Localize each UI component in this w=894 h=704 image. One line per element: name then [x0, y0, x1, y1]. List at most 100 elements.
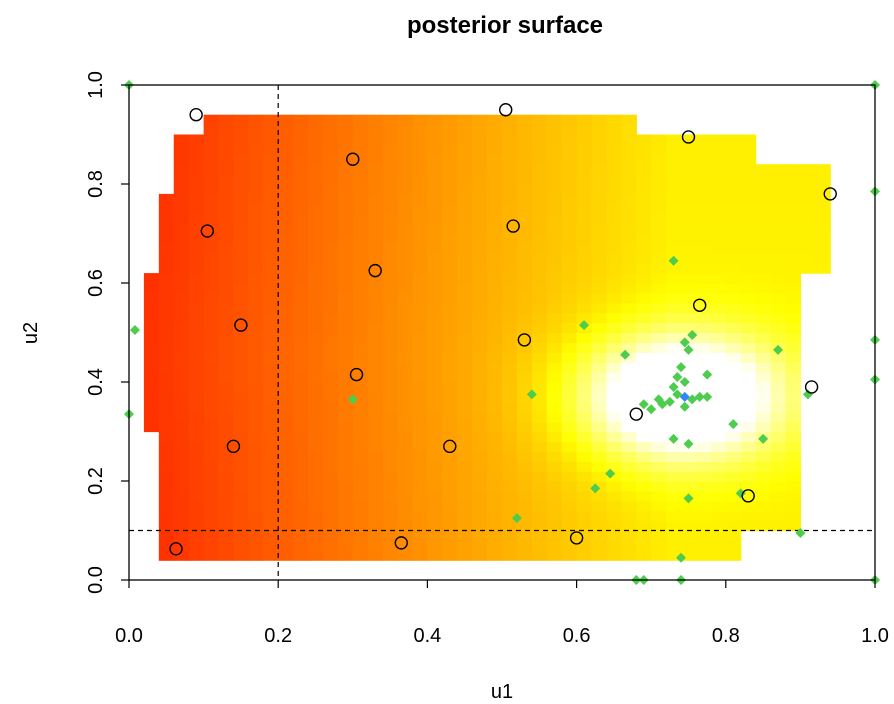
heatmap-cell	[770, 490, 787, 502]
heatmap-cell	[457, 164, 473, 175]
heatmap-cell	[233, 164, 249, 175]
heatmap-cell	[367, 372, 384, 383]
heatmap-cell	[725, 362, 742, 373]
diamond-point	[679, 401, 690, 412]
heatmap-cell	[546, 352, 563, 363]
heatmap-cell	[546, 471, 563, 482]
heatmap-cell	[442, 322, 458, 334]
heatmap-cell	[576, 124, 593, 136]
heatmap-cell	[725, 391, 742, 403]
heatmap-cell	[278, 213, 294, 225]
heatmap-cell	[308, 302, 324, 314]
heatmap-cell	[188, 352, 205, 363]
heatmap-cell	[785, 510, 801, 522]
heatmap-cell	[188, 500, 205, 512]
heatmap-cell	[203, 322, 220, 334]
heatmap-cell	[472, 540, 488, 551]
heatmap-cell	[173, 500, 190, 512]
heatmap-cell	[173, 520, 190, 532]
heatmap-cell	[725, 174, 742, 185]
heatmap-cell	[695, 461, 712, 472]
heatmap-cell	[442, 273, 458, 284]
heatmap-cell	[561, 144, 578, 155]
heatmap-cell	[293, 243, 309, 254]
heatmap-cell	[710, 322, 727, 334]
heatmap-cell	[233, 382, 249, 393]
heatmap-cell	[308, 471, 324, 482]
heatmap-cell	[606, 540, 622, 551]
heatmap-cell	[293, 372, 309, 383]
heatmap-cell	[382, 372, 399, 383]
heatmap-cell	[233, 292, 249, 304]
heatmap-cell	[606, 490, 622, 502]
heatmap-cell	[546, 233, 563, 244]
heatmap-cell	[233, 263, 249, 274]
heatmap-cell	[531, 550, 548, 561]
heatmap-cell	[666, 203, 682, 215]
heatmap-cell	[412, 124, 428, 136]
heatmap-cell	[755, 233, 772, 244]
heatmap-cell	[710, 203, 727, 215]
heatmap-cell	[591, 223, 608, 235]
heatmap-cell	[472, 114, 488, 126]
heatmap-cell	[576, 273, 593, 284]
heatmap-cell	[651, 203, 667, 215]
heatmap-cell	[233, 312, 249, 324]
heatmap-cell	[502, 441, 518, 452]
heatmap-cell	[740, 411, 757, 423]
heatmap-cell	[606, 144, 622, 155]
heatmap-cell	[397, 520, 414, 532]
heatmap-cell	[203, 441, 220, 452]
heatmap-cell	[725, 500, 742, 512]
heatmap-cell	[651, 253, 667, 264]
heatmap-cell	[367, 540, 384, 551]
heatmap-cell	[785, 520, 801, 532]
heatmap-cell	[173, 164, 190, 175]
heatmap-cell	[591, 203, 608, 215]
heatmap-cell	[621, 352, 637, 363]
heatmap-cell	[308, 263, 324, 274]
heatmap-cell	[143, 312, 160, 324]
heatmap-cell	[442, 451, 458, 462]
heatmap-cell	[218, 451, 235, 462]
heatmap-cell	[621, 243, 637, 254]
heatmap-cell	[397, 362, 414, 373]
heatmap-cell	[576, 401, 593, 413]
heatmap-cell	[248, 312, 264, 324]
heatmap-cell	[457, 312, 473, 324]
heatmap-cell	[457, 233, 473, 244]
heatmap-cell	[591, 342, 608, 353]
heatmap-cell	[337, 203, 354, 215]
heatmap-cell	[308, 441, 324, 452]
heatmap-cell	[248, 283, 264, 294]
heatmap-cell	[531, 253, 548, 264]
heatmap-cell	[785, 263, 801, 274]
heatmap-cell	[442, 382, 458, 393]
heatmap-cell	[203, 253, 220, 264]
heatmap-cell	[188, 283, 205, 294]
heatmap-cell	[740, 203, 757, 215]
heatmap-cell	[591, 114, 608, 126]
heatmap-cell	[442, 184, 458, 195]
heatmap-cell	[621, 372, 637, 383]
heatmap-cell	[218, 332, 235, 343]
heatmap-cell	[516, 213, 533, 225]
heatmap-cell	[278, 164, 294, 175]
heatmap-cell	[442, 411, 458, 423]
heatmap-cell	[397, 461, 414, 472]
heatmap-cell	[278, 520, 294, 532]
heatmap-cell	[725, 134, 742, 145]
heatmap-cell	[322, 500, 339, 512]
heatmap-cell	[546, 362, 563, 373]
heatmap-cell	[233, 391, 249, 403]
heatmap-cell	[487, 550, 503, 561]
heatmap-cell	[487, 401, 503, 413]
heatmap-cell	[561, 203, 578, 215]
heatmap-cell	[233, 223, 249, 235]
heatmap-cell	[457, 223, 473, 235]
heatmap-cell	[233, 253, 249, 264]
heatmap-cell	[248, 174, 264, 185]
open-circle-point	[226, 439, 241, 454]
heatmap-cell	[725, 263, 742, 274]
heatmap-cell	[591, 302, 608, 314]
